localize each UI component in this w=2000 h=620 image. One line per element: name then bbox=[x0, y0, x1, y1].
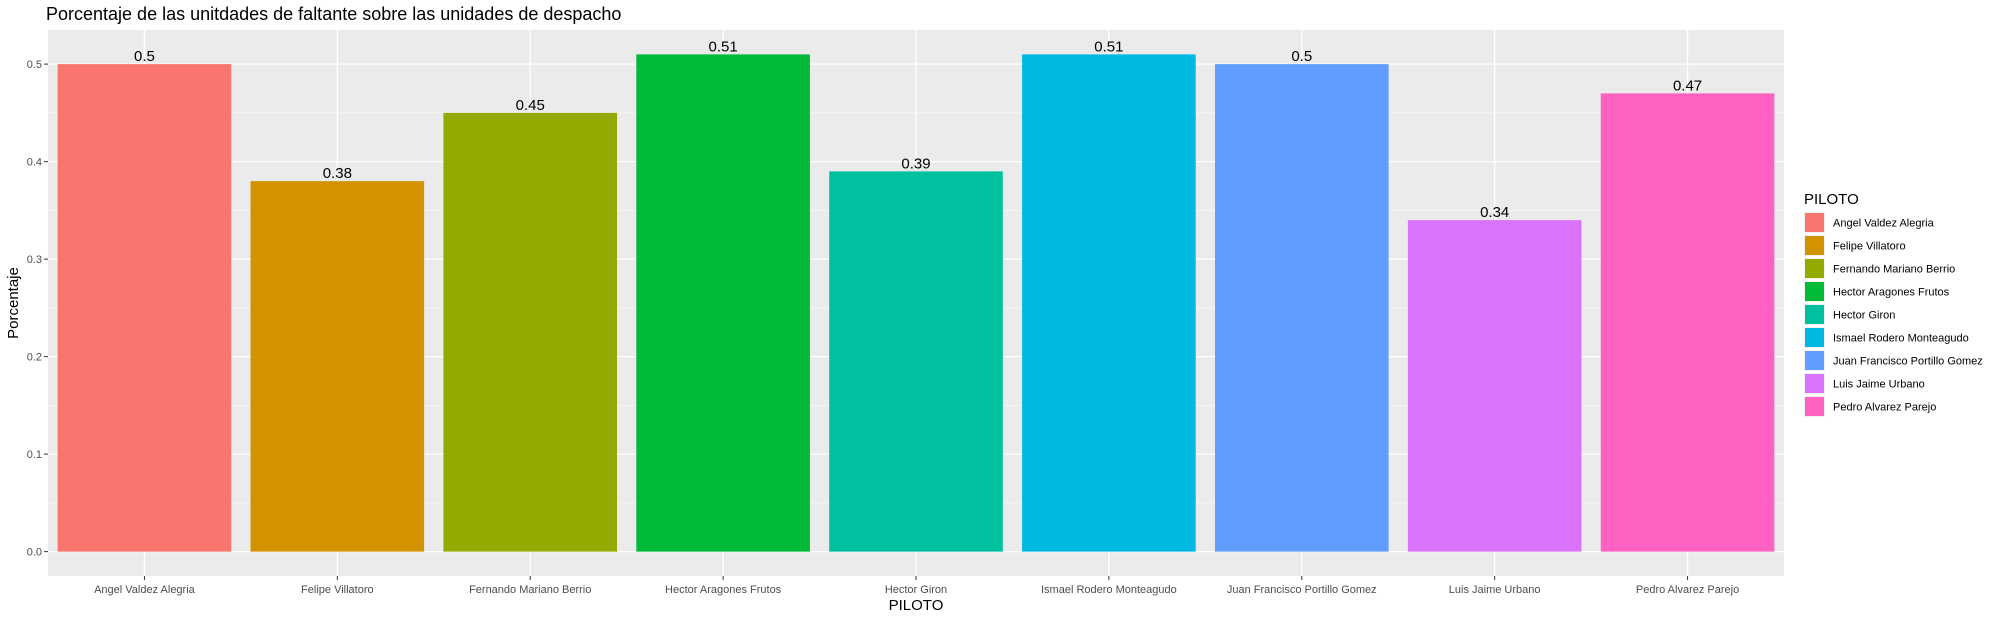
bar-value-label: 0.38 bbox=[323, 165, 352, 182]
y-tick-label: 0.4 bbox=[27, 157, 42, 169]
legend-swatch bbox=[1805, 374, 1824, 393]
legend-label: Angel Valdez Alegria bbox=[1833, 218, 1935, 230]
legend-label: Fernando Mariano Berrio bbox=[1833, 264, 1955, 276]
y-tick-label: 0.0 bbox=[27, 547, 42, 559]
legend-label: Hector Aragones Frutos bbox=[1833, 287, 1950, 299]
legend-swatch bbox=[1805, 305, 1824, 324]
x-tick-label: Ismael Rodero Monteagudo bbox=[1041, 584, 1177, 596]
legend-swatch bbox=[1805, 259, 1824, 278]
bar-value-label: 0.47 bbox=[1673, 77, 1702, 94]
x-axis-title: PILOTO bbox=[889, 597, 944, 614]
bar-value-labels: 0.5 0.38 0.45 0.51 0.39 0.51 0.5 0.34 0.47 bbox=[134, 38, 1702, 221]
y-tick-label: 0.2 bbox=[27, 352, 42, 364]
y-tick-label: 0.1 bbox=[27, 449, 42, 461]
bar bbox=[829, 171, 1003, 552]
bars bbox=[57, 54, 1775, 552]
x-tick-label: Angel Valdez Alegria bbox=[94, 584, 196, 596]
bar bbox=[1600, 93, 1775, 552]
legend-label: Juan Francisco Portillo Gomez bbox=[1833, 356, 1983, 368]
bar bbox=[636, 54, 810, 552]
legend: PILOTO Angel Valdez Alegria Felipe Villat… bbox=[1804, 191, 1983, 417]
x-tick-label: Pedro Alvarez Parejo bbox=[1636, 584, 1739, 596]
bar bbox=[57, 64, 232, 552]
bar-value-label: 0.5 bbox=[134, 48, 155, 65]
legend-swatch bbox=[1805, 328, 1824, 347]
bar-value-label: 0.34 bbox=[1480, 204, 1509, 221]
bar bbox=[1407, 220, 1582, 552]
y-axis-title: Porcentaje bbox=[5, 267, 22, 339]
x-tick-label: Luis Jaime Urbano bbox=[1449, 584, 1541, 596]
x-tick-label: Juan Francisco Portillo Gomez bbox=[1227, 584, 1377, 596]
bar-value-label: 0.45 bbox=[516, 97, 545, 114]
bar-value-label: 0.51 bbox=[709, 38, 738, 55]
bar bbox=[1214, 64, 1389, 552]
y-tick-label: 0.5 bbox=[27, 59, 42, 71]
legend-swatch bbox=[1805, 397, 1824, 416]
bar-value-label: 0.51 bbox=[1094, 38, 1123, 55]
bar-value-label: 0.39 bbox=[901, 155, 930, 172]
chart-title: Porcentaje de las unitdades de faltante … bbox=[46, 4, 621, 24]
x-axis: Angel Valdez Alegria Felipe Villatoro Fern… bbox=[94, 576, 1739, 596]
x-tick-label: Felipe Villatoro bbox=[301, 584, 374, 596]
legend-label: Hector Giron bbox=[1833, 310, 1895, 322]
x-tick-label: Fernando Mariano Berrio bbox=[469, 584, 591, 596]
legend-swatch bbox=[1805, 351, 1824, 370]
legend-label: Pedro Alvarez Parejo bbox=[1833, 402, 1936, 414]
bar bbox=[443, 112, 618, 552]
bar bbox=[250, 181, 425, 552]
legend-swatch bbox=[1805, 282, 1824, 301]
y-tick-label: 0.3 bbox=[27, 254, 42, 266]
legend-swatch bbox=[1805, 213, 1824, 232]
bar bbox=[1022, 54, 1196, 552]
bar-value-label: 0.5 bbox=[1291, 48, 1312, 65]
legend-label: Luis Jaime Urbano bbox=[1833, 379, 1925, 391]
legend-label: Ismael Rodero Monteagudo bbox=[1833, 333, 1969, 345]
legend-title: PILOTO bbox=[1804, 191, 1859, 208]
legend-swatch bbox=[1805, 236, 1824, 255]
x-tick-label: Hector Giron bbox=[885, 584, 947, 596]
legend-label: Felipe Villatoro bbox=[1833, 241, 1906, 253]
y-axis: 0.0 0.1 0.2 0.3 0.4 0.5 bbox=[27, 59, 48, 559]
x-tick-label: Hector Aragones Frutos bbox=[665, 584, 782, 596]
